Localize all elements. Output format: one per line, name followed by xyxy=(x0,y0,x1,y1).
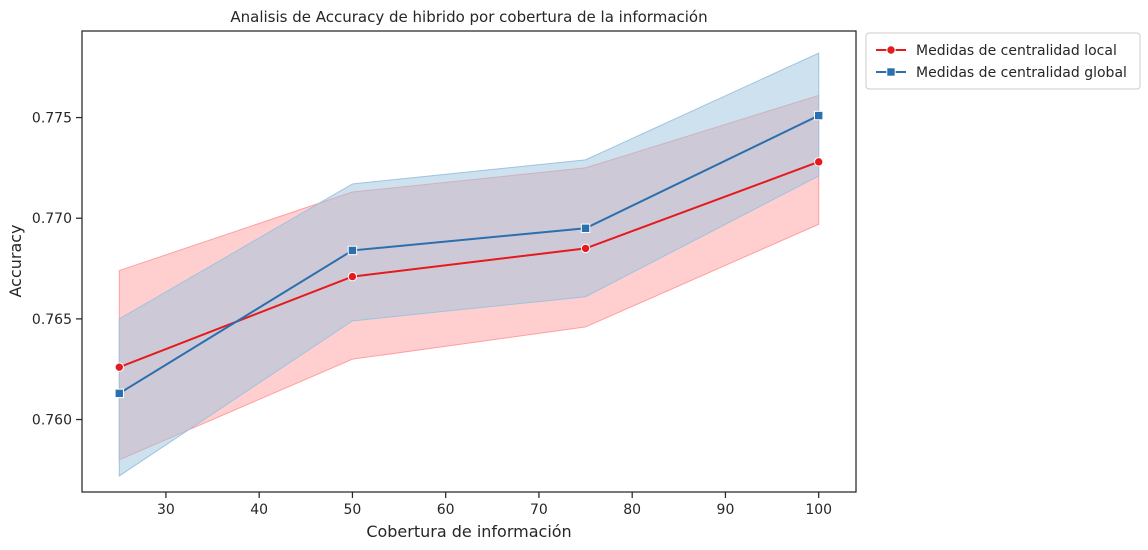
x-tick-label: 90 xyxy=(717,502,735,518)
series-markers xyxy=(114,110,824,399)
series-lines xyxy=(118,114,820,395)
x-axis: 30 40 50 60 70 80 90 100 xyxy=(157,492,832,518)
y-axis-label: Accuracy xyxy=(6,224,25,297)
series-line-1 xyxy=(118,114,820,395)
y-tick-label: 0.775 xyxy=(32,111,72,127)
legend-marker xyxy=(886,45,896,55)
x-axis-label: Cobertura de información xyxy=(366,522,571,541)
data-point xyxy=(813,110,824,121)
x-tick-label: 40 xyxy=(250,502,268,518)
x-tick-label: 50 xyxy=(344,502,362,518)
legend: Medidas de centralidad local Medidas de c… xyxy=(865,32,1141,90)
plot-frame xyxy=(81,30,857,493)
y-axis: 0.760 0.765 0.770 0.775 xyxy=(32,111,82,429)
y-tick-label: 0.760 xyxy=(32,413,72,429)
data-point xyxy=(347,271,358,282)
x-tick-label: 80 xyxy=(623,502,641,518)
data-point xyxy=(580,243,591,254)
y-tick-label: 0.765 xyxy=(32,312,72,328)
legend-marker xyxy=(886,67,896,77)
legend-box xyxy=(865,32,1141,90)
data-point xyxy=(114,362,125,372)
data-point xyxy=(813,157,824,167)
x-tick-label: 30 xyxy=(157,502,175,518)
confidence-bands xyxy=(118,52,820,477)
x-tick-label: 100 xyxy=(805,502,832,518)
data-point xyxy=(114,388,125,399)
x-tick-label: 60 xyxy=(437,502,455,518)
x-tick-label: 70 xyxy=(530,502,548,518)
chart-title: Analisis de Accuracy de hibrido por cobe… xyxy=(230,8,707,26)
legend-label: Medidas de centralidad local xyxy=(916,43,1117,59)
data-point xyxy=(580,223,591,233)
y-tick-label: 0.770 xyxy=(32,211,72,227)
data-point xyxy=(347,245,358,256)
legend-label: Medidas de centralidad global xyxy=(916,65,1127,81)
confidence-band-1 xyxy=(118,52,820,477)
